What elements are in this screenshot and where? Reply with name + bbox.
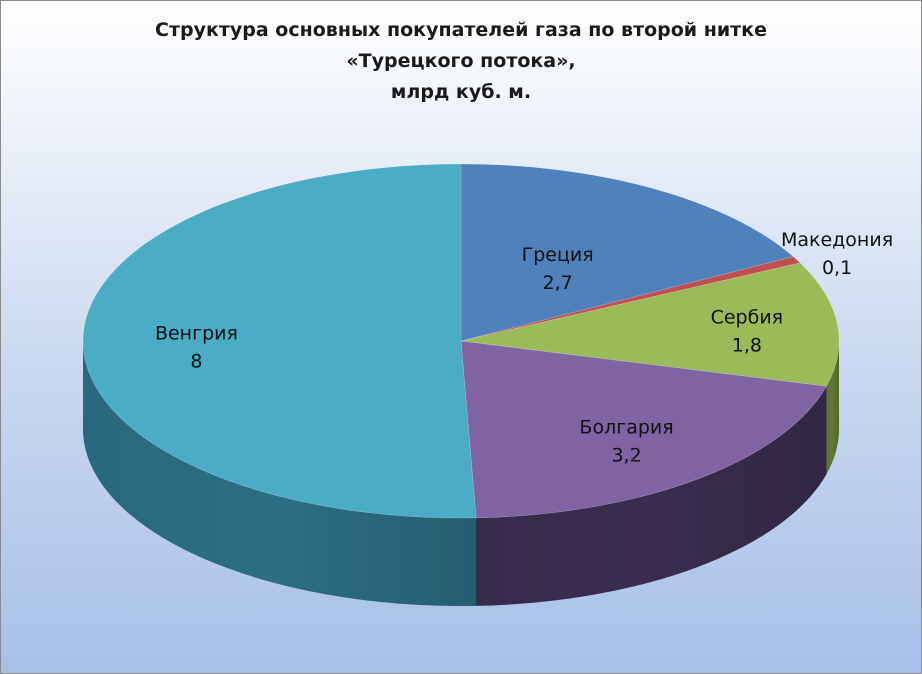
data-label-name-венгрия: Венгрия (155, 322, 238, 344)
data-label-value-македония: 0,1 (822, 257, 852, 279)
chart-title: Структура основных покупателей газа по в… (1, 15, 921, 108)
slice-depth-shade-болгария (476, 386, 827, 606)
pie-slice-болгария (460, 340, 827, 519)
chart-title-line-1: Структура основных покупателей газа по в… (155, 19, 767, 41)
pie-slices (82, 163, 840, 519)
slice-depth-shade-сербия (826, 341, 839, 475)
pie-slice-македония (460, 256, 801, 342)
pie-slice-сербия (460, 262, 840, 387)
pie-slice-венгрия (82, 163, 477, 519)
data-label-value-сербия: 1,8 (732, 335, 762, 357)
slice-depth-shade-венгрия (83, 341, 477, 606)
data-label-value-греция: 2,7 (543, 272, 573, 294)
pie-slice-греция (460, 163, 794, 342)
data-label-name-македония: Македония (781, 229, 893, 251)
data-label-name-сербия: Сербия (711, 307, 784, 329)
pie-depth (83, 341, 839, 606)
data-label-name-болгария: Болгария (579, 417, 673, 439)
data-label-value-болгария: 3,2 (611, 445, 641, 467)
chart-title-line-3: млрд куб. м. (390, 81, 532, 103)
data-label-value-венгрия: 8 (190, 350, 202, 372)
data-label-name-греция: Греция (522, 244, 594, 266)
chart-title-line-2: «Турецкого потока», (346, 50, 576, 72)
pie-data-labels: Греция 2,7 Македония 0,1 Сербия 1,8 Болгария 3,… (155, 229, 893, 467)
